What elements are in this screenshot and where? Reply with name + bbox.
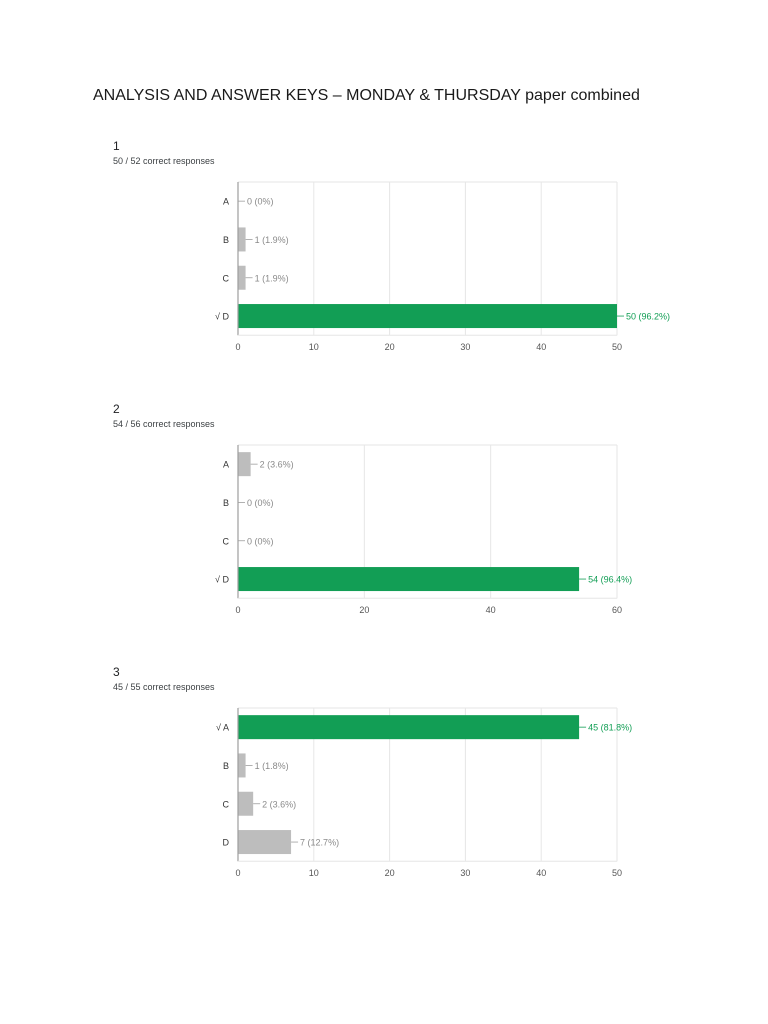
category-label: C	[223, 273, 230, 283]
data-label: 50 (96.2%)	[626, 312, 670, 322]
x-tick-label: 20	[385, 868, 395, 878]
category-label: B	[223, 235, 229, 245]
bar	[238, 791, 254, 816]
question-number: 2	[113, 402, 120, 416]
category-label: A	[223, 197, 229, 207]
x-tick-label: 40	[536, 342, 546, 352]
bar	[238, 715, 580, 740]
question-number: 3	[113, 665, 120, 679]
bar	[238, 753, 246, 778]
data-label: 7 (12.7%)	[300, 838, 339, 848]
x-tick-label: 30	[460, 868, 470, 878]
x-tick-label: 0	[235, 605, 240, 615]
x-tick-label: 20	[359, 605, 369, 615]
category-label: √ D	[215, 312, 229, 322]
question-1-bar-chart: 0 10 20 30 40 50 A 0 (0%) B 1 (1.9%) C 1 (1.9%) √ D 5…	[215, 181, 670, 352]
x-tick-label: 60	[612, 605, 622, 615]
bar	[238, 227, 246, 252]
data-label: 2 (3.6%)	[262, 799, 296, 809]
question-3-bar-chart: 0 10 20 30 40 50 √ A 45 (81.8%) B 1 (1.8%) C 2 (3.6…	[216, 707, 632, 878]
question-number: 1	[113, 139, 120, 153]
x-tick-label: 10	[309, 868, 319, 878]
x-tick-label: 0	[235, 342, 240, 352]
x-tick-label: 30	[460, 342, 470, 352]
x-tick-label: 10	[309, 342, 319, 352]
category-label: √ D	[215, 575, 229, 585]
category-label: A	[223, 460, 229, 470]
x-tick-label: 50	[612, 342, 622, 352]
category-label: C	[223, 536, 230, 546]
data-label: 1 (1.9%)	[255, 235, 289, 245]
page-title: ANALYSIS AND ANSWER KEYS – MONDAY & THUR…	[93, 87, 640, 104]
bar	[238, 567, 580, 592]
category-label: B	[223, 761, 229, 771]
data-label: 0 (0%)	[247, 197, 274, 207]
correct-responses-count: 50 / 52 correct responses	[113, 156, 215, 166]
bar	[238, 830, 292, 855]
bar	[238, 452, 251, 477]
category-label: D	[223, 838, 230, 848]
category-label: C	[223, 799, 230, 809]
category-label: √ A	[216, 723, 229, 733]
bar	[238, 304, 617, 329]
data-label: 45 (81.8%)	[588, 723, 632, 733]
data-label: 1 (1.9%)	[255, 273, 289, 283]
correct-responses-count: 45 / 55 correct responses	[113, 682, 215, 692]
question-2: 2 54 / 56 correct responses	[113, 402, 673, 430]
question-2-bar-chart: 0 20 40 60 A 2 (3.6%) B 0 (0%) C 0 (0%) √ D 54 (96.…	[215, 444, 632, 615]
x-tick-label: 40	[536, 868, 546, 878]
x-tick-label: 40	[486, 605, 496, 615]
question-3: 3 45 / 55 correct responses	[113, 665, 673, 693]
data-label: 0 (0%)	[247, 536, 274, 546]
category-label: B	[223, 498, 229, 508]
x-tick-label: 20	[385, 342, 395, 352]
data-label: 54 (96.4%)	[588, 575, 632, 585]
data-label: 1 (1.8%)	[255, 761, 289, 771]
bar	[238, 265, 246, 290]
x-tick-label: 50	[612, 868, 622, 878]
x-tick-label: 0	[235, 868, 240, 878]
data-label: 0 (0%)	[247, 498, 274, 508]
data-label: 2 (3.6%)	[260, 460, 294, 470]
question-1: 1 50 / 52 correct responses	[113, 139, 673, 167]
correct-responses-count: 54 / 56 correct responses	[113, 419, 215, 429]
